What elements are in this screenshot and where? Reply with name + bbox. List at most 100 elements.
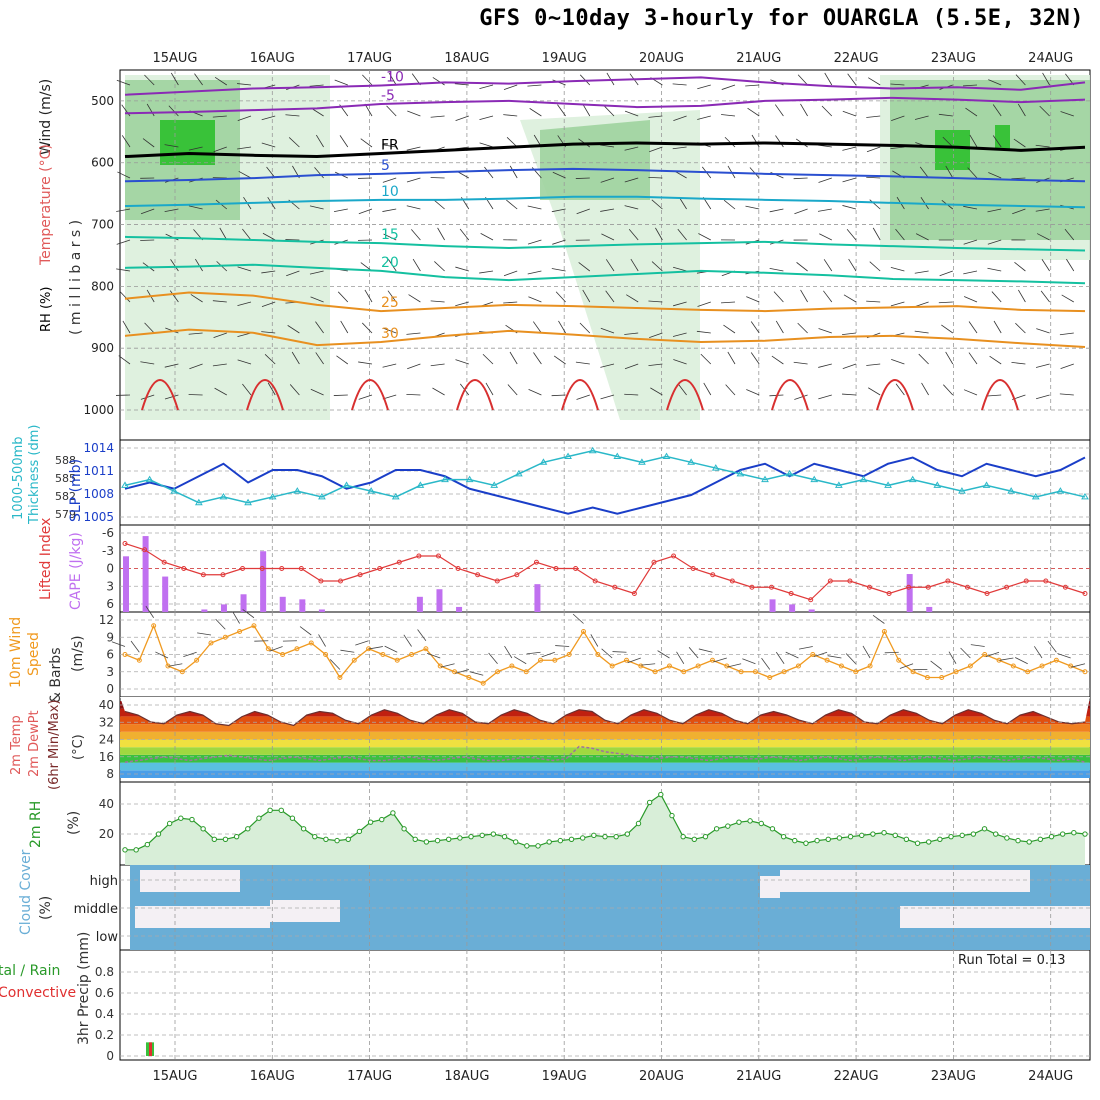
wind-barb bbox=[796, 262, 808, 272]
wind-barb bbox=[890, 83, 905, 86]
wind-barb bbox=[866, 363, 881, 366]
cape-bar bbox=[926, 606, 933, 612]
date-tick-bottom: 24AUG bbox=[1028, 1069, 1073, 1084]
wind10-point bbox=[566, 652, 572, 657]
cape-bar bbox=[260, 551, 267, 612]
wind-barb bbox=[800, 289, 808, 303]
wind-barb bbox=[557, 104, 566, 117]
wind-barb bbox=[582, 289, 591, 303]
wind-barb bbox=[170, 72, 179, 86]
t2m-label-a: 2m Temp bbox=[9, 715, 24, 775]
cloud-label-a: Cloud Cover bbox=[18, 849, 34, 935]
wind-barb bbox=[1036, 328, 1050, 334]
cape-bar bbox=[436, 589, 443, 612]
rh2m-point bbox=[367, 819, 374, 825]
lifted-point bbox=[886, 591, 892, 596]
dewpt-line bbox=[124, 745, 1086, 763]
wind-barb bbox=[315, 352, 324, 365]
wind-barb bbox=[362, 74, 373, 86]
wind-barb bbox=[1061, 294, 1075, 303]
wind-barb bbox=[237, 301, 252, 307]
isotherm-35-loop bbox=[666, 379, 704, 411]
thickness-point bbox=[268, 492, 277, 500]
wind-barb bbox=[793, 361, 808, 365]
panel-frame-precip bbox=[119, 949, 1091, 1061]
isotherm-35-loop bbox=[771, 379, 809, 411]
wind-barb bbox=[921, 382, 929, 396]
wind10-point bbox=[552, 657, 558, 663]
tick-label: -3 bbox=[102, 544, 114, 558]
thickness-point bbox=[588, 446, 597, 454]
rh2m-point bbox=[245, 826, 251, 832]
wind-barb bbox=[746, 296, 760, 303]
rh2m-point bbox=[1048, 833, 1055, 840]
rh2m-point bbox=[490, 831, 497, 837]
isotherm-label: -10 bbox=[381, 69, 404, 85]
wind10-point bbox=[122, 652, 128, 657]
cape-bar bbox=[769, 599, 776, 612]
wind-barb bbox=[963, 84, 978, 87]
tick-label: 20 bbox=[99, 827, 114, 841]
isotherm-4 bbox=[124, 195, 1086, 209]
wind10-barb bbox=[999, 657, 1014, 661]
isotherm-35-loop bbox=[141, 379, 179, 411]
rh2m-point bbox=[970, 831, 977, 837]
thickness-point bbox=[145, 475, 154, 483]
date-tick-top: 22AUG bbox=[834, 51, 879, 66]
rh2m-point bbox=[356, 828, 363, 835]
tick-label: 0.8 bbox=[95, 965, 114, 979]
isotherm-8 bbox=[124, 328, 1086, 348]
wind-barb bbox=[963, 389, 978, 396]
wind-barb bbox=[310, 388, 324, 396]
isotherm-1 bbox=[124, 96, 1086, 115]
upper-temp-label: Temperature (°C) bbox=[38, 144, 54, 266]
wind-barb bbox=[382, 208, 397, 212]
wind10-point bbox=[394, 657, 400, 663]
wind-barb bbox=[624, 393, 639, 396]
wind-barb bbox=[624, 363, 639, 370]
rh2m-point bbox=[926, 839, 932, 845]
wind-barb bbox=[579, 322, 591, 334]
wind-barb bbox=[673, 266, 687, 272]
wind-barb bbox=[846, 228, 857, 241]
wind-barb bbox=[484, 166, 494, 179]
wind-barb bbox=[842, 177, 857, 183]
thickness-point bbox=[170, 487, 179, 494]
wind-barb bbox=[943, 384, 954, 396]
thickness-point bbox=[613, 452, 622, 460]
wind10-point bbox=[1039, 663, 1045, 669]
pressure-tick: 600 bbox=[91, 156, 114, 170]
chart-content: 15AUG 15AUG 16AUG 16AUG 17AUG 17AUG 18AUG 18AUG… bbox=[55, 51, 1090, 1084]
wind-barb bbox=[677, 383, 687, 396]
wind-barb bbox=[963, 296, 978, 303]
wind-barb bbox=[212, 115, 227, 118]
wind10-point bbox=[695, 663, 701, 669]
rh2m-point bbox=[233, 833, 240, 840]
cape-bar bbox=[318, 609, 325, 612]
tick-label: 0.4 bbox=[95, 1007, 114, 1021]
wind10-point bbox=[709, 657, 715, 663]
wind10-point bbox=[738, 669, 744, 675]
wind-barb bbox=[842, 363, 857, 370]
wind10-point bbox=[896, 657, 902, 663]
cloud-label-b: (%) bbox=[38, 896, 54, 920]
thickness-point bbox=[785, 469, 794, 477]
wind-barb bbox=[432, 387, 445, 396]
rh2m-point bbox=[189, 816, 195, 823]
rh2m-point bbox=[646, 799, 653, 806]
rh2m-point bbox=[892, 832, 898, 839]
wind-barb bbox=[678, 196, 687, 210]
lifted-point bbox=[925, 584, 931, 590]
wind-barb bbox=[118, 355, 131, 365]
wind-barb bbox=[406, 332, 421, 335]
isotherm-35-loop bbox=[561, 379, 599, 411]
wind10-point bbox=[179, 669, 185, 675]
rh2m-point bbox=[624, 831, 631, 837]
lifted-point bbox=[181, 566, 187, 571]
wind-barb bbox=[866, 115, 881, 118]
wind-barb bbox=[219, 227, 228, 241]
wind-barb bbox=[700, 353, 712, 365]
wind-barb bbox=[575, 177, 590, 179]
wind-barb bbox=[869, 199, 881, 210]
thickness-tick: 579 bbox=[55, 508, 76, 521]
